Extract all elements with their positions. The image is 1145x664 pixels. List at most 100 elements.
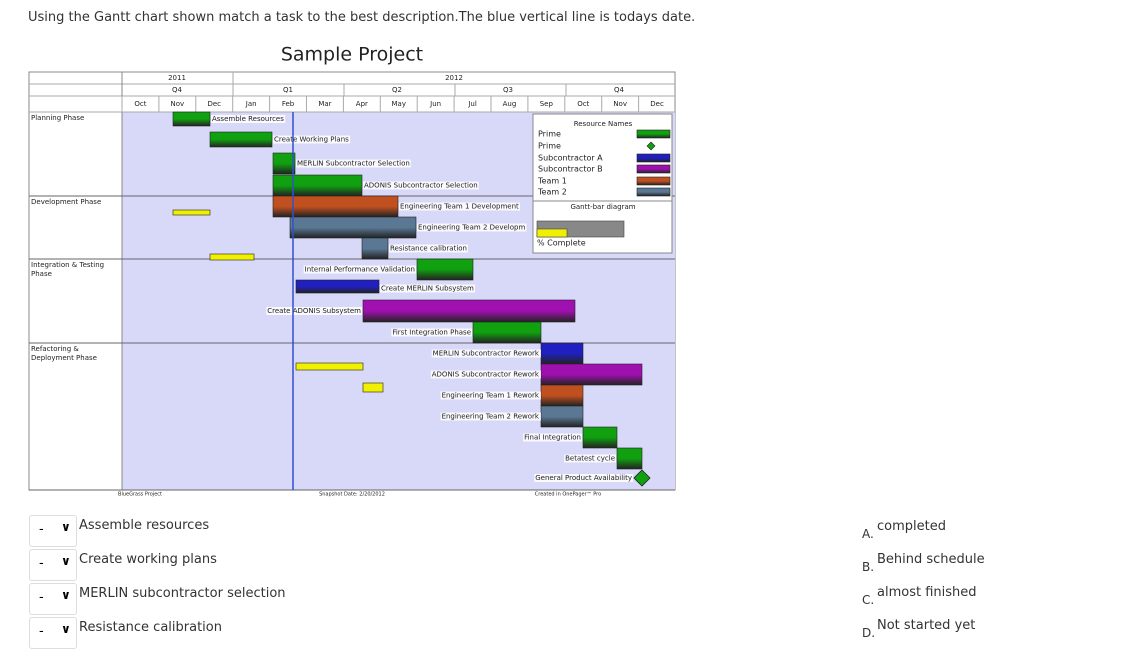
task-bar — [362, 299, 576, 323]
label: Apr — [356, 100, 368, 108]
label: May — [392, 100, 406, 108]
label: Subcontractor A — [538, 154, 603, 163]
label: Sep — [540, 100, 554, 108]
label: Resistance calibration — [390, 245, 467, 253]
dropdown-label: MERLIN subcontractor selection — [79, 586, 286, 601]
label: Nov — [613, 100, 627, 108]
dropdown-value: - — [39, 522, 44, 537]
label: Team 2 — [537, 188, 567, 197]
dropdown[interactable]: - ∨ — [29, 583, 77, 615]
legend-progress — [536, 228, 568, 238]
option-letter: D. — [862, 626, 876, 640]
option-text: almost finished — [877, 585, 977, 600]
label: Subcontractor B — [538, 165, 603, 174]
task-bar — [540, 405, 584, 428]
label: Assemble Resources — [212, 115, 284, 123]
dropdown[interactable]: - ∨ — [29, 617, 77, 649]
label: Internal Performance Validation — [305, 266, 415, 274]
label: Q2 — [392, 86, 402, 94]
label: 2011 — [168, 74, 186, 82]
option-text: Behind schedule — [877, 552, 985, 567]
label: Feb — [282, 100, 295, 108]
task-label-bg — [440, 412, 541, 421]
task-label-bg — [534, 474, 633, 482]
dropdown-value: - — [39, 624, 44, 639]
label: Create Working Plans — [274, 136, 349, 144]
label: MERLIN Subcontractor Selection — [297, 160, 410, 168]
task-label-bg — [380, 284, 476, 293]
task-label-bg — [363, 181, 479, 190]
label: Create ADONIS Subsystem — [267, 307, 361, 315]
label: Development Phase — [31, 198, 101, 206]
task-bar — [361, 237, 389, 260]
task-label-bg — [303, 265, 416, 274]
task-bar — [616, 447, 643, 470]
task-label-bg — [430, 370, 541, 379]
label: Jun — [429, 100, 441, 108]
milestone — [633, 469, 651, 487]
label: Q4 — [614, 86, 625, 94]
task-bar — [540, 342, 584, 365]
dropdown[interactable]: - ∨ — [29, 549, 77, 581]
label: Oct — [134, 100, 146, 108]
option-letter: C. — [862, 593, 875, 607]
task-label-bg — [417, 223, 527, 232]
task-label-bg — [266, 307, 363, 315]
label: Gantt-bar diagram — [570, 203, 635, 211]
label: Aug — [503, 100, 517, 108]
label: Created in OnePager™ Pro — [535, 492, 601, 498]
label: Create MERLIN Subsystem — [381, 285, 474, 293]
label: MERLIN Subcontractor Rework — [433, 350, 540, 358]
label: Resource Names — [574, 120, 633, 128]
label: Engineering Team 2 Rework — [442, 413, 540, 421]
label: Nov — [171, 100, 185, 108]
label: Jul — [467, 100, 477, 108]
progress-bar — [295, 362, 364, 371]
legend-swatch — [636, 164, 671, 174]
task-bar — [289, 216, 417, 239]
dropdown[interactable]: - ∨ — [29, 515, 77, 547]
label: ADONIS Subcontractor Selection — [364, 182, 478, 190]
task-bar — [272, 174, 363, 197]
label: Dec — [207, 100, 221, 108]
task-label-bg — [211, 115, 286, 123]
task-bar — [582, 426, 618, 449]
task-bar — [540, 384, 584, 407]
chevron: ∨ — [61, 588, 71, 602]
label: Integration & Testing Phase — [31, 261, 104, 278]
label: % Complete — [537, 239, 586, 248]
legend-diamond — [646, 141, 656, 151]
label: Engineering Team 1 Development — [400, 203, 519, 211]
task-label-bg — [399, 202, 521, 211]
label: First Integration Phase — [392, 329, 471, 337]
label: BlueGrass Project — [118, 492, 162, 498]
progress-bar — [172, 209, 211, 216]
task-label-bg — [523, 433, 582, 442]
task-bar — [272, 195, 399, 218]
option-text: completed — [877, 519, 946, 534]
legend-swatch — [636, 187, 671, 197]
task-bar — [172, 111, 211, 127]
task-bar — [209, 131, 273, 148]
label: Mar — [318, 100, 331, 108]
task-label-bg — [391, 328, 472, 337]
label: Prime — [538, 142, 561, 151]
dropdown-value: - — [39, 556, 44, 571]
task-label-bg — [389, 244, 468, 253]
progress-bar — [362, 382, 384, 393]
chevron: ∨ — [61, 554, 71, 568]
option-letter: B. — [862, 560, 875, 574]
task-label-bg — [296, 159, 411, 168]
label: Prime — [538, 130, 561, 139]
dropdown-label: Create working plans — [79, 552, 217, 567]
legend-swatch — [636, 153, 671, 163]
label: Planning Phase — [31, 114, 84, 122]
dropdown-label: Resistance calibration — [79, 620, 222, 635]
task-label-bg — [273, 135, 351, 144]
label: Engineering Team 2 Developm — [418, 224, 525, 232]
task-label-bg — [564, 454, 616, 463]
option-letter: A. — [862, 527, 874, 541]
task-bar — [540, 363, 643, 386]
